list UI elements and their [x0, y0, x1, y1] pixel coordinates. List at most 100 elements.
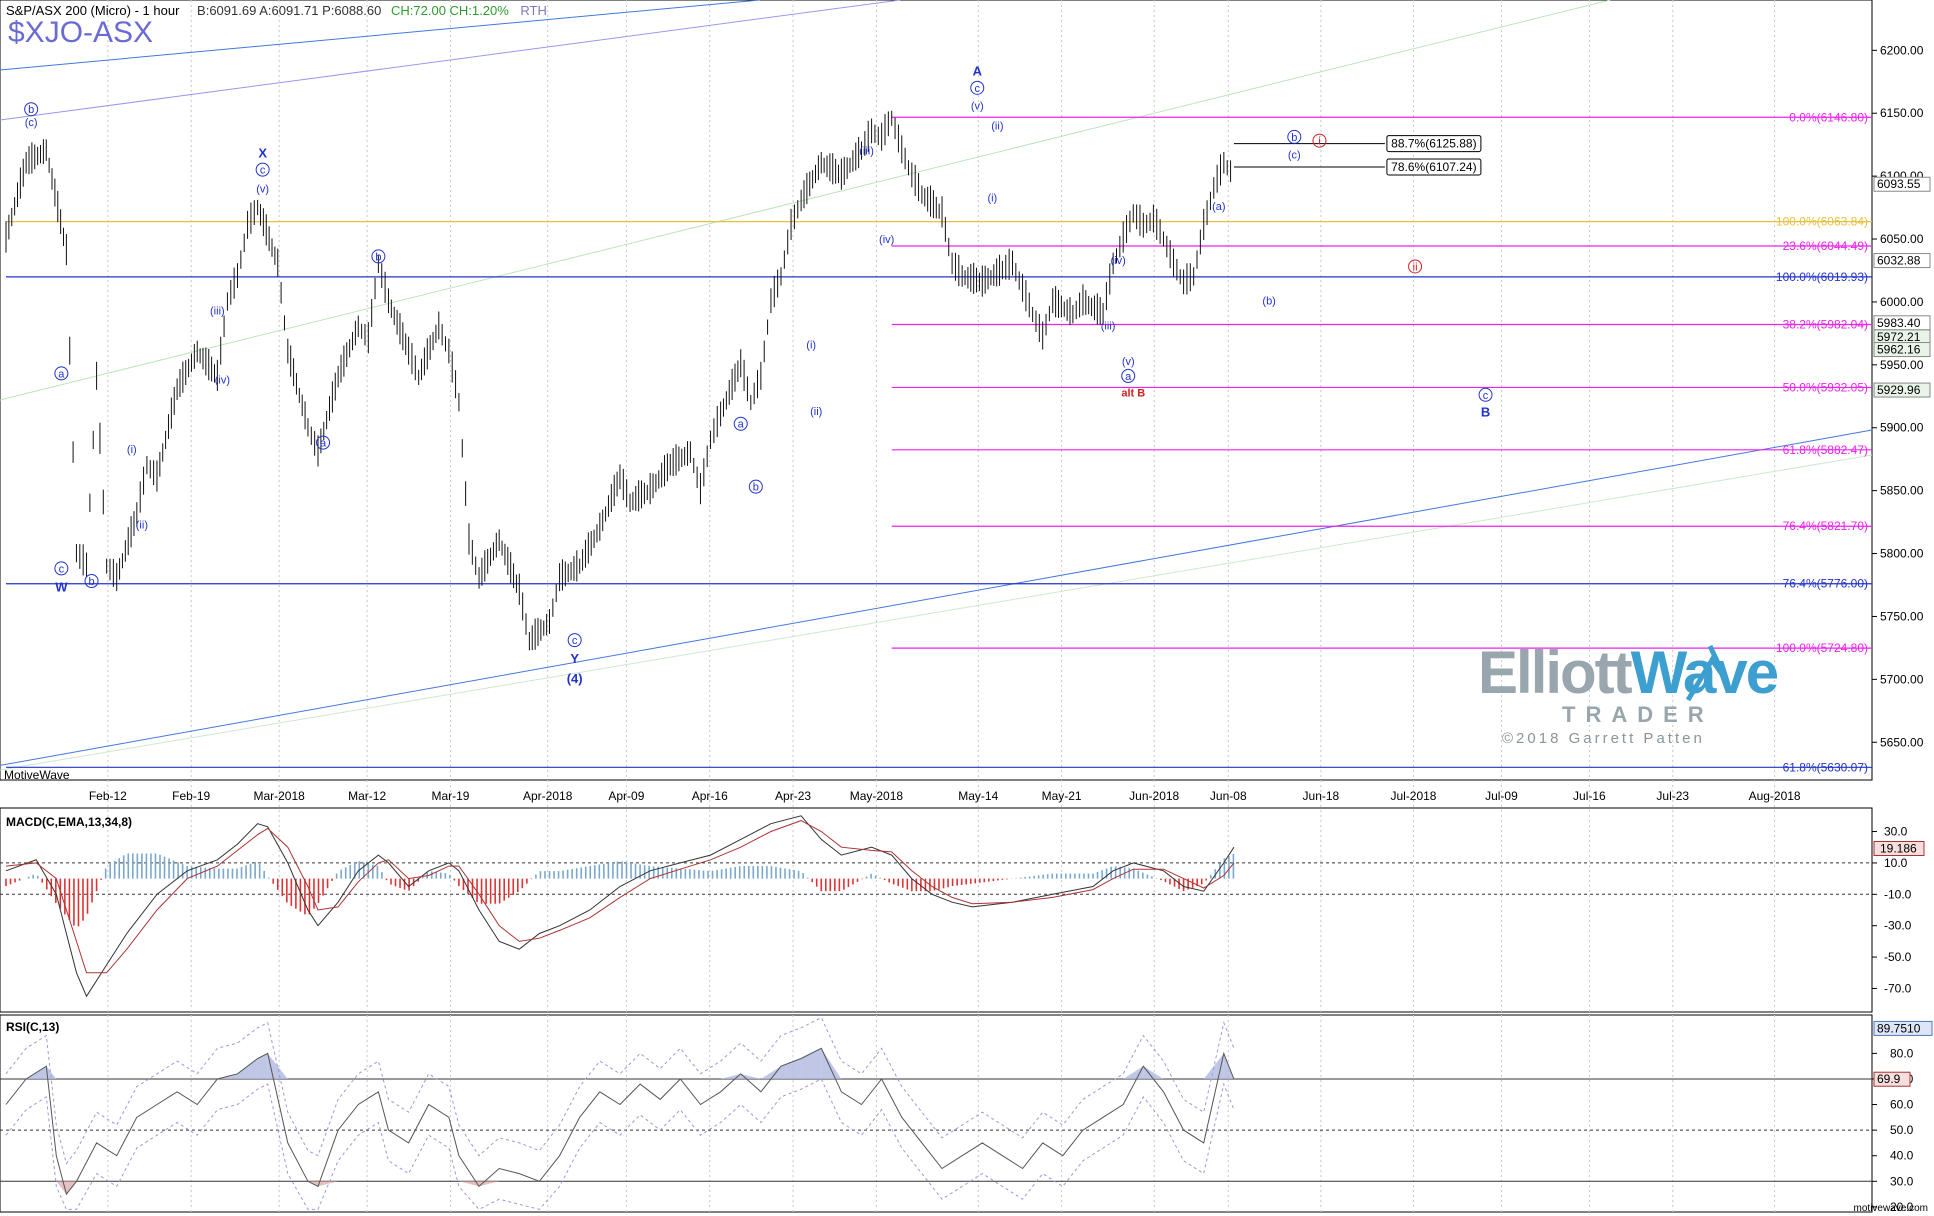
- wave-label-circle: [748, 479, 763, 494]
- y-tick-label: 6200.00: [1880, 43, 1924, 57]
- quote-readout: B:6091.69 A:6091.71 P:6088.60: [197, 3, 382, 18]
- wave-label: (ii): [991, 121, 1003, 133]
- wave-label: a: [1125, 371, 1132, 383]
- wave-label-circle: [1287, 129, 1302, 144]
- macd-tick-label: 30.0: [1884, 825, 1908, 839]
- wave-label: a: [738, 419, 745, 431]
- price-marker-label: 6032.88: [1877, 254, 1921, 268]
- wave-label-circle: [1121, 368, 1136, 383]
- wave-label-circle: [371, 249, 386, 264]
- y-tick-label: 5850.00: [1880, 484, 1924, 498]
- logo-copyright: ©2018 Garrett Patten: [1502, 730, 1705, 747]
- macd-line: [5, 815, 1235, 998]
- wave-label: c: [1483, 390, 1489, 402]
- wave-label-circle: [255, 162, 270, 177]
- wave-label: a: [58, 368, 65, 380]
- rsi-panel-frame: [0, 1014, 1873, 1213]
- rsi-extreme-fill: [46, 1066, 57, 1079]
- macd-panel-frame: [0, 807, 1873, 1013]
- wave-label-circle: [54, 561, 69, 576]
- y-tick-label: 5650.00: [1880, 735, 1924, 749]
- session-badge[interactable]: RTH: [520, 3, 547, 18]
- x-tick-label: May-14: [958, 789, 998, 803]
- macd-tick-label: -70.0: [1884, 981, 1912, 995]
- rsi-upper-band: [5, 1016, 1235, 1165]
- y-tick-label: 6050.00: [1880, 232, 1924, 246]
- target-level-label: 88.7%(6125.88): [1391, 137, 1476, 151]
- change-readout: CH:72.00 CH:1.20%: [391, 3, 509, 18]
- footer-site: motivewave.com: [1853, 1203, 1928, 1214]
- fib-level-label: 61.8%(5882.47): [1783, 443, 1868, 457]
- rsi-band-label: 89.7510: [1877, 1021, 1921, 1035]
- y-tick-label: 5950.00: [1880, 358, 1924, 372]
- x-tick-label: Apr-09: [608, 789, 644, 803]
- x-tick-label: Mar-2018: [253, 789, 305, 803]
- macd-tick-label: 10.0: [1884, 856, 1908, 870]
- wave-label-circle: [54, 366, 69, 381]
- target-level-label: 78.6%(6107.24): [1391, 160, 1476, 174]
- macd-panel-title: MACD(C,EMA,13,34,8): [6, 815, 133, 829]
- wave-label-circle: [733, 416, 748, 431]
- price-marker-label: 5983.40: [1877, 316, 1921, 330]
- rsi-panel-title: RSI(C,13): [6, 1020, 60, 1034]
- trend-line: [0, 429, 1873, 766]
- price-marker-label: 5972.21: [1877, 330, 1921, 344]
- x-tick-label: May-21: [1042, 789, 1082, 803]
- fib-level-label: 38.2%(5982.04): [1783, 318, 1868, 332]
- wave-label: (v): [1122, 356, 1135, 368]
- wave-label: (i): [987, 192, 997, 204]
- trend-line-upper: [0, 0, 761, 71]
- wave-label: (a): [1212, 201, 1225, 213]
- wave-label: (v): [971, 100, 984, 112]
- wave-label: (i): [806, 339, 816, 351]
- fib-level-label: 23.6%(6044.49): [1783, 239, 1868, 253]
- y-tick-label: 5700.00: [1880, 672, 1924, 686]
- price-marker: [1873, 253, 1931, 269]
- macd-current-label: 19.186: [1880, 842, 1917, 856]
- wave-label: b: [375, 251, 381, 263]
- y-tick-label: 5800.00: [1880, 547, 1924, 561]
- wave-label: B: [1481, 404, 1490, 419]
- x-tick-label: Apr-2018: [523, 789, 573, 803]
- fib-level-label: 76.4%(5776.00): [1783, 577, 1868, 591]
- wave-label: b: [753, 482, 759, 494]
- wave-label: b: [28, 104, 34, 116]
- macd-tick-label: -10.0: [1884, 887, 1912, 901]
- wave-label: (i): [127, 444, 137, 456]
- price-panel-frame: [0, 0, 1873, 781]
- rsi-extreme-fill: [257, 1053, 268, 1079]
- vendor-label: MotiveWave: [4, 768, 70, 782]
- macd-tick-label: -30.0: [1884, 919, 1912, 933]
- logo-arrow-icon: [1685, 644, 1729, 702]
- rsi-extreme-fill: [318, 1181, 339, 1187]
- wave-label: c: [572, 635, 578, 647]
- wave-label: W: [55, 579, 68, 594]
- x-tick-label: Mar-19: [431, 789, 469, 803]
- wave-label: c: [59, 563, 65, 575]
- x-tick-label: Jun-2018: [1129, 789, 1179, 803]
- fib-level-label: 50.0%(5932.05): [1783, 380, 1868, 394]
- macd-tick-label: -50.0: [1884, 950, 1912, 964]
- wave-label: alt B: [1121, 387, 1145, 399]
- wave-label: (ii): [810, 406, 822, 418]
- logo-wordmark: ElliottWave: [1478, 639, 1779, 706]
- rsi-tick-label: 40.0: [1890, 1149, 1914, 1163]
- y-tick-label: 5900.00: [1880, 421, 1924, 435]
- price-marker: [1873, 342, 1931, 358]
- rsi-lower-band: [5, 1078, 1235, 1211]
- wave-label-circle: [567, 633, 582, 648]
- x-tick-label: Jul-09: [1485, 789, 1518, 803]
- x-tick-label: Jul-16: [1573, 789, 1606, 803]
- rsi-extreme-fill: [1143, 1066, 1164, 1079]
- fib-level-label: 76.4%(5821.70): [1783, 519, 1868, 533]
- x-tick-label: Jun-18: [1303, 789, 1340, 803]
- y-tick-label: 6150.00: [1880, 106, 1924, 120]
- wave-label: Y: [570, 651, 579, 666]
- symbol-title: $XJO-ASX: [8, 16, 154, 49]
- rsi-tick-label: 60.0: [1890, 1098, 1914, 1112]
- logo-trader: TRADER: [1562, 702, 1714, 727]
- rsi-tick-label: 20.0: [1890, 1200, 1914, 1214]
- wave-label: ii: [1413, 261, 1418, 273]
- elliott-wave-trader-logo: ElliottWave TRADER ©2018 Garrett Patten: [1478, 638, 1779, 753]
